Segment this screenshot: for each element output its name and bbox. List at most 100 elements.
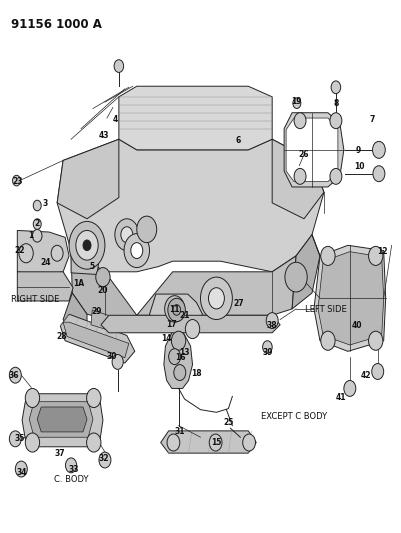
Polygon shape (37, 407, 87, 432)
Polygon shape (314, 245, 386, 351)
Text: 2: 2 (34, 219, 40, 228)
Text: 22: 22 (14, 246, 24, 255)
Text: 21: 21 (179, 311, 190, 320)
Circle shape (369, 331, 383, 350)
Text: 25: 25 (223, 418, 233, 427)
Text: 30: 30 (107, 352, 117, 361)
Text: 17: 17 (166, 320, 177, 329)
Text: 27: 27 (233, 299, 244, 308)
Circle shape (131, 243, 143, 259)
Polygon shape (91, 310, 110, 329)
Circle shape (33, 200, 41, 211)
Circle shape (294, 168, 306, 184)
Text: 6: 6 (236, 136, 241, 145)
Text: RIGHT SIDE: RIGHT SIDE (11, 295, 59, 304)
Polygon shape (161, 431, 256, 453)
Polygon shape (71, 251, 137, 319)
Circle shape (25, 389, 40, 408)
Circle shape (33, 219, 41, 229)
Circle shape (12, 175, 20, 186)
Circle shape (32, 229, 42, 242)
Text: 12: 12 (378, 247, 388, 256)
Circle shape (169, 349, 180, 365)
Polygon shape (63, 293, 87, 335)
Circle shape (344, 381, 356, 397)
Text: 9: 9 (355, 147, 360, 156)
Text: 40: 40 (351, 321, 362, 330)
Polygon shape (71, 251, 99, 274)
Circle shape (200, 277, 232, 319)
Circle shape (112, 354, 123, 369)
Circle shape (373, 166, 385, 182)
Circle shape (96, 268, 110, 287)
Polygon shape (101, 316, 280, 333)
Circle shape (65, 458, 77, 473)
Polygon shape (17, 230, 69, 276)
Text: 35: 35 (14, 434, 24, 443)
Circle shape (168, 298, 185, 321)
Polygon shape (119, 86, 272, 150)
Circle shape (87, 433, 101, 452)
Circle shape (9, 431, 21, 447)
Text: 28: 28 (57, 332, 67, 341)
Circle shape (330, 168, 342, 184)
Circle shape (209, 288, 225, 309)
Text: 4: 4 (112, 115, 117, 124)
Text: 36: 36 (9, 370, 19, 379)
Text: 29: 29 (91, 307, 101, 316)
Polygon shape (284, 113, 344, 187)
Circle shape (263, 341, 272, 353)
Circle shape (69, 221, 105, 269)
Polygon shape (286, 118, 338, 182)
Polygon shape (22, 394, 103, 447)
Text: 91156 1000 A: 91156 1000 A (11, 18, 102, 31)
Text: 38: 38 (266, 321, 277, 330)
Text: 16: 16 (175, 353, 186, 362)
Text: 20: 20 (98, 286, 108, 295)
Polygon shape (150, 294, 203, 330)
Text: 3: 3 (43, 199, 48, 208)
Text: 34: 34 (17, 468, 27, 477)
Circle shape (9, 367, 21, 383)
Circle shape (114, 60, 124, 72)
Circle shape (185, 319, 200, 338)
Circle shape (285, 262, 307, 292)
Text: 42: 42 (360, 370, 371, 379)
Text: 32: 32 (99, 454, 109, 463)
Text: 26: 26 (299, 150, 309, 159)
Circle shape (372, 364, 384, 379)
Text: 14: 14 (161, 334, 172, 343)
Circle shape (293, 98, 301, 109)
Circle shape (167, 434, 180, 451)
Polygon shape (57, 139, 324, 272)
Polygon shape (57, 139, 119, 219)
Text: 18: 18 (191, 369, 202, 378)
Circle shape (115, 219, 139, 251)
Polygon shape (17, 272, 73, 301)
Text: 39: 39 (262, 348, 273, 357)
Circle shape (99, 452, 111, 468)
Text: 10: 10 (354, 163, 365, 171)
Circle shape (172, 305, 180, 316)
Circle shape (121, 227, 133, 243)
Text: 37: 37 (55, 449, 66, 458)
Circle shape (124, 233, 150, 268)
Text: 13: 13 (179, 348, 190, 357)
Text: 1A: 1A (73, 279, 85, 288)
Circle shape (373, 141, 385, 158)
Circle shape (19, 244, 33, 263)
Polygon shape (137, 256, 296, 316)
Text: 15: 15 (211, 438, 222, 447)
Text: 19: 19 (291, 96, 301, 106)
Circle shape (209, 434, 222, 451)
Text: 1: 1 (28, 231, 34, 240)
Circle shape (321, 331, 335, 350)
Text: 11: 11 (169, 305, 180, 314)
Polygon shape (164, 331, 192, 389)
Text: 31: 31 (174, 427, 185, 437)
Polygon shape (318, 252, 384, 345)
Circle shape (321, 246, 335, 265)
Circle shape (294, 113, 306, 128)
Text: 24: 24 (40, 258, 51, 266)
Circle shape (243, 434, 255, 451)
